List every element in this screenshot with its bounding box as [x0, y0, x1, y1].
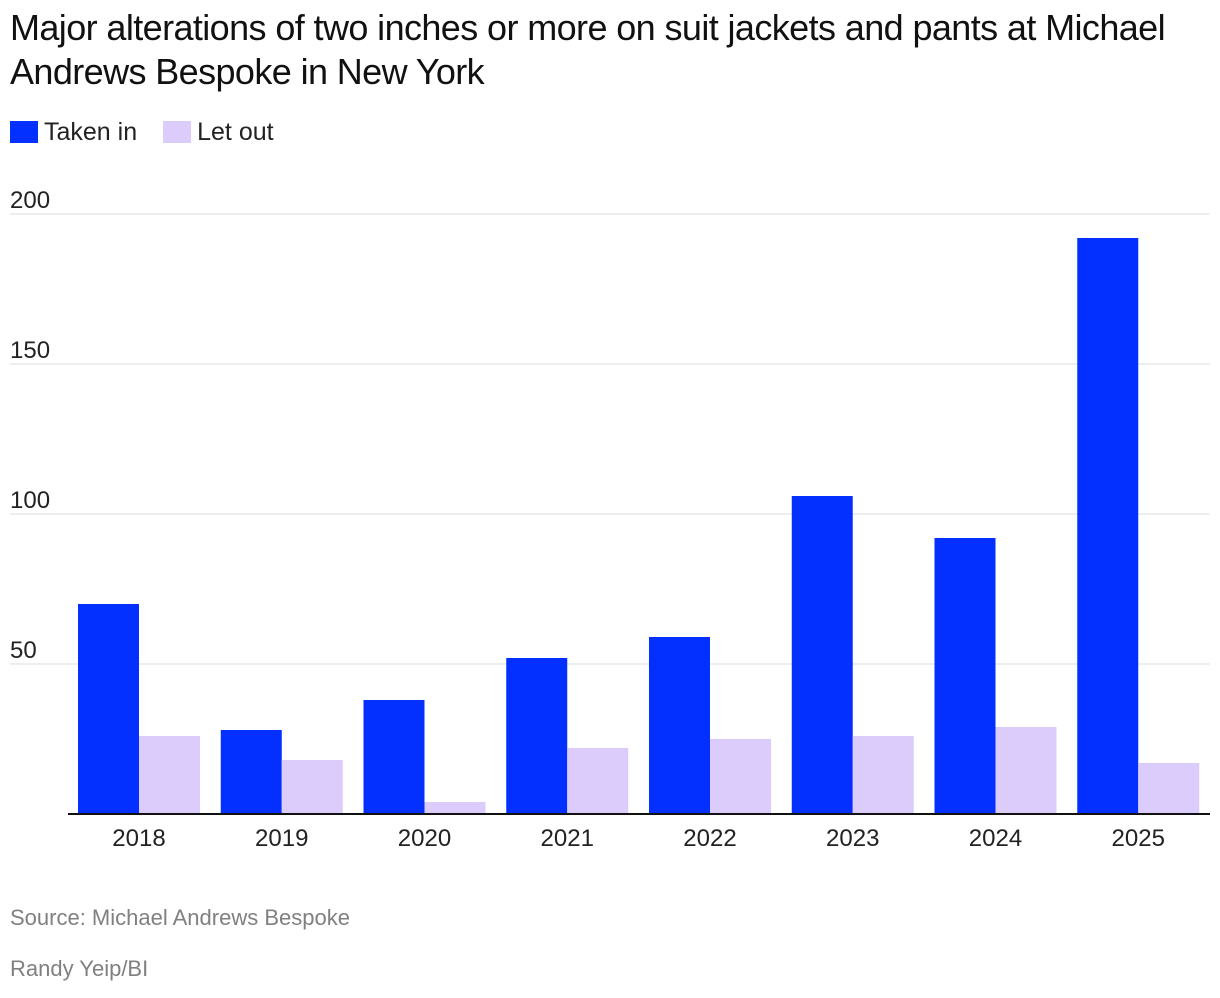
source-note: Source: Michael Andrews Bespoke — [10, 905, 350, 930]
bar-taken-in-2021 — [506, 658, 568, 814]
bar-let-out-2024 — [995, 727, 1057, 814]
bar-let-out-2025 — [1138, 763, 1200, 814]
x-tick-label: 2021 — [541, 825, 594, 852]
y-tick-label: 50 — [10, 637, 37, 664]
legend-item-taken-in: Taken in — [10, 118, 137, 147]
y-tick-label: 150 — [10, 337, 50, 364]
legend: Taken in Let out — [10, 116, 300, 148]
x-tick-label: 2018 — [112, 825, 165, 852]
credit-note: Randy Yeip/BI — [10, 956, 149, 981]
x-tick-label: 2024 — [969, 825, 1022, 852]
bar-let-out-2022 — [710, 739, 771, 814]
bar-taken-in-2023 — [791, 496, 853, 814]
bar-taken-in-2019 — [220, 730, 282, 814]
bar-taken-in-2024 — [934, 538, 996, 814]
legend-item-let-out: Let out — [163, 117, 274, 147]
x-tick-label: 2020 — [398, 825, 451, 852]
bar-taken-in-2025 — [1077, 238, 1139, 814]
chart-title: Major alterations of two inches or more … — [10, 7, 1166, 92]
bar-let-out-2021 — [567, 748, 629, 814]
bar-let-out-2019 — [281, 760, 343, 814]
legend-label-let-out: Let out — [197, 117, 274, 146]
legend-swatch-taken-in — [10, 121, 38, 143]
bar-taken-in-2018 — [78, 604, 139, 814]
y-tick-label: 200 — [10, 187, 50, 214]
bar-taken-in-2020 — [363, 700, 425, 814]
bar-chart: 50 100 150 200 2018 2019 2020 2021 2022 2023 2024 2… — [10, 187, 1210, 852]
legend-label-taken-in: Taken in — [44, 117, 138, 146]
x-tick-label: 2025 — [1112, 825, 1165, 852]
bar-let-out-2020 — [424, 802, 486, 814]
x-tick-label: 2019 — [255, 825, 308, 852]
y-tick-label: 100 — [10, 487, 50, 514]
legend-swatch-let-out — [163, 121, 192, 143]
x-tick-label: 2023 — [826, 825, 879, 852]
bar-let-out-2018 — [139, 736, 200, 814]
bar-taken-in-2022 — [649, 637, 710, 814]
bar-let-out-2023 — [852, 736, 914, 814]
x-tick-label: 2022 — [683, 825, 736, 852]
